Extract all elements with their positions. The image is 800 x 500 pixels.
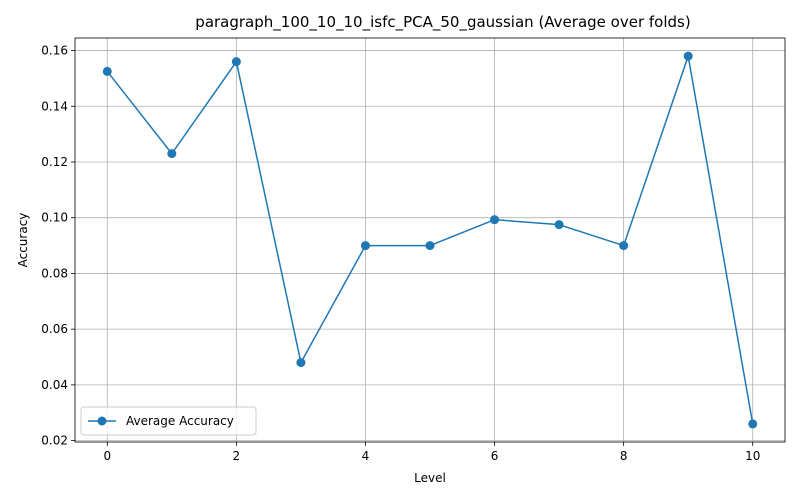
y-tick-label: 0.08 bbox=[41, 266, 68, 280]
x-tick-label: 4 bbox=[362, 449, 370, 463]
data-point bbox=[619, 241, 629, 251]
y-tick-label: 0.16 bbox=[41, 44, 68, 58]
y-axis: 0.02 0.04 0.06 0.08 0.10 0.12 0.14 0.16 bbox=[41, 44, 75, 448]
data-point bbox=[167, 149, 177, 159]
data-point bbox=[554, 220, 564, 230]
x-axis-label: Level bbox=[414, 471, 446, 485]
x-tick-label: 8 bbox=[620, 449, 628, 463]
data-point bbox=[231, 57, 241, 67]
grid bbox=[75, 38, 785, 442]
y-tick-label: 0.14 bbox=[41, 99, 68, 113]
plot-frame bbox=[74, 37, 786, 443]
chart-title: paragraph_100_10_10_isfc_PCA_50_gaussian… bbox=[195, 13, 690, 32]
y-tick-label: 0.04 bbox=[41, 378, 68, 392]
data-point bbox=[683, 51, 693, 61]
legend-marker-swatch bbox=[97, 416, 107, 426]
y-axis-label: Accuracy bbox=[16, 213, 30, 268]
x-tick-label: 2 bbox=[233, 449, 241, 463]
legend-box bbox=[80, 406, 257, 436]
series-line bbox=[106, 55, 754, 425]
data-point bbox=[360, 241, 370, 251]
data-point bbox=[425, 241, 435, 251]
data-point bbox=[296, 358, 306, 368]
x-axis: 0 2 4 6 8 10 bbox=[103, 442, 760, 463]
y-tick-label: 0.06 bbox=[41, 322, 68, 336]
data-point bbox=[748, 419, 758, 429]
data-point bbox=[102, 66, 112, 76]
y-tick-label: 0.12 bbox=[41, 155, 68, 169]
legend-label: Average Accuracy bbox=[126, 414, 234, 428]
y-tick-label: 0.10 bbox=[41, 211, 68, 225]
legend: Average Accuracy bbox=[80, 406, 257, 436]
x-tick-label: 10 bbox=[745, 449, 760, 463]
y-tick-label: 0.02 bbox=[41, 434, 68, 448]
x-tick-label: 0 bbox=[103, 449, 111, 463]
x-tick-label: 6 bbox=[491, 449, 499, 463]
data-point bbox=[490, 215, 500, 225]
series-layer bbox=[102, 51, 758, 429]
